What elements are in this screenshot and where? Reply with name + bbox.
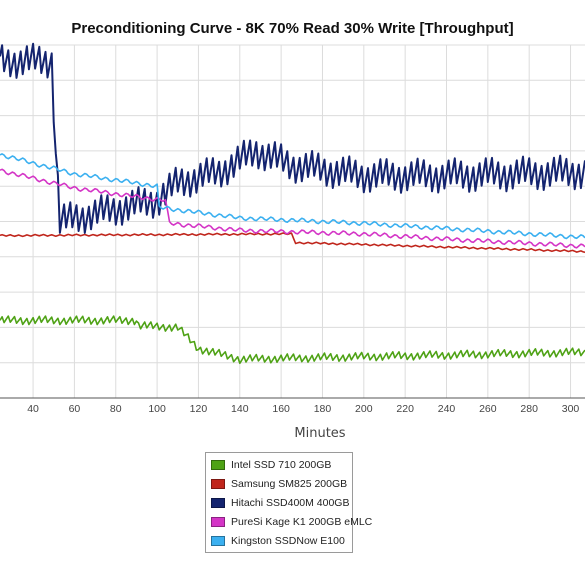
chart-title: Preconditioning Curve - 8K 70% Read 30% …: [71, 20, 514, 37]
legend-swatch-1: [211, 478, 225, 489]
series-layer: [0, 42, 585, 365]
legend-label-2: Hitachi SSD400M 400GB: [231, 496, 350, 509]
x-tick-label-10: 240: [438, 403, 456, 415]
x-axis-label: Minutes: [294, 426, 345, 441]
legend: Intel SSD 710 200GB Samsung SM825 200GB Hi…: [205, 452, 372, 553]
legend-label-1: Samsung SM825 200GB: [231, 477, 348, 490]
series-line-1: [0, 232, 585, 254]
x-tick-label-13: 300: [562, 403, 580, 415]
series-line-4: [0, 153, 585, 240]
series-line-3: [0, 168, 585, 249]
legend-item-1: Samsung SM825 200GB: [206, 474, 352, 493]
x-tick-label-5: 140: [231, 403, 249, 415]
x-tick-label-4: 120: [190, 403, 208, 415]
legend-swatch-0: [211, 459, 225, 470]
x-tick-label-7: 180: [314, 403, 332, 415]
legend-swatch-4: [211, 535, 225, 546]
x-tick-label-8: 200: [355, 403, 373, 415]
legend-item-2: Hitachi SSD400M 400GB: [206, 493, 352, 512]
x-tick-label-9: 220: [396, 403, 414, 415]
series-line-2: [0, 42, 585, 234]
legend-label-4: Kingston SSDNow E100: [231, 534, 345, 547]
x-tick-label-11: 260: [479, 403, 497, 415]
x-tick-label-3: 100: [148, 403, 166, 415]
series-line-0: [0, 315, 585, 365]
legend-item-0: Intel SSD 710 200GB: [206, 455, 352, 474]
legend-item-3: PureSi Kage K1 200GB eMLC: [206, 512, 372, 531]
legend-label-3: PureSi Kage K1 200GB eMLC: [231, 515, 373, 528]
x-tick-label-0: 40: [27, 403, 39, 415]
x-tick-layer: 40 60 80 100 120 140 160 180 200 220 240 260 280 300: [27, 403, 579, 415]
legend-label-0: Intel SSD 710 200GB: [231, 458, 332, 471]
x-tick-label-12: 280: [520, 403, 538, 415]
x-tick-label-1: 60: [69, 403, 81, 415]
x-tick-label-2: 80: [110, 403, 122, 415]
legend-item-4: Kingston SSDNow E100: [206, 531, 352, 550]
grid-layer: [0, 44, 585, 399]
legend-swatch-3: [211, 516, 225, 527]
legend-swatch-2: [211, 497, 225, 508]
x-tick-label-6: 160: [272, 403, 290, 415]
